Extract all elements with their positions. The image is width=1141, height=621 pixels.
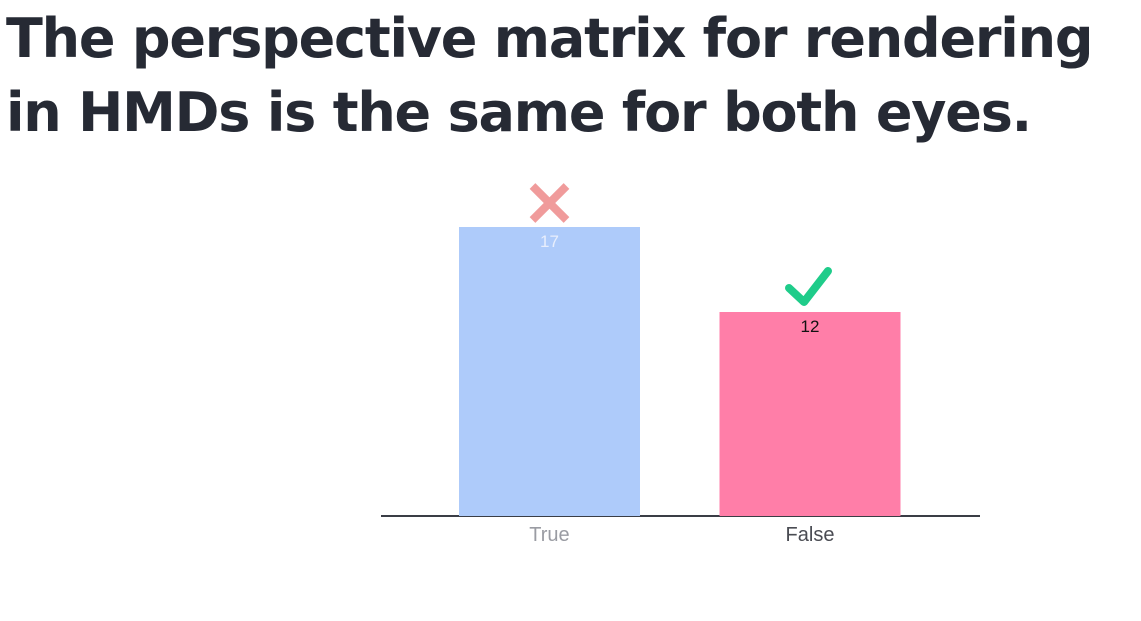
checkmark-icon xyxy=(785,267,832,306)
value-label-true: 17 xyxy=(540,232,559,251)
category-label-true: True xyxy=(529,524,569,546)
bar-true xyxy=(459,227,640,516)
value-label-false: 12 xyxy=(801,317,820,336)
bar-false xyxy=(719,312,901,516)
question-title: The perspective matrix for rendering in … xyxy=(6,7,1094,144)
cross-icon xyxy=(529,183,570,223)
category-label-false: False xyxy=(786,524,835,546)
